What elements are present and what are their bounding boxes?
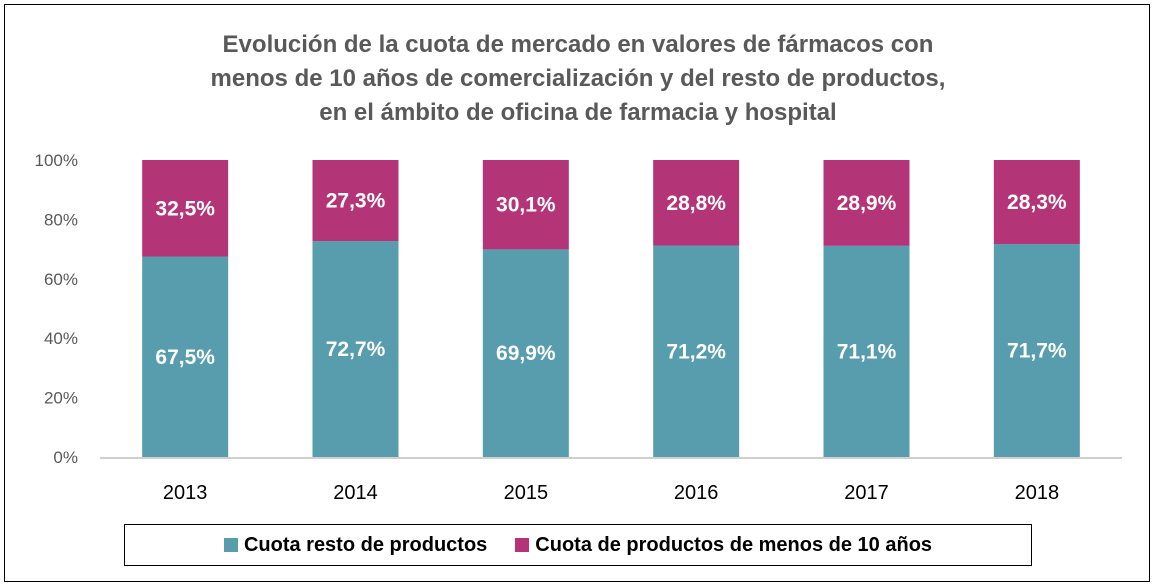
legend-label-resto: Cuota resto de productos <box>243 533 488 556</box>
y-tick-label: 20% <box>44 389 78 408</box>
y-tick-label: 60% <box>44 270 78 289</box>
x-category-label: 2017 <box>844 482 889 504</box>
legend-item-resto: Cuota resto de productos <box>223 533 488 557</box>
bar-segment-resto <box>142 256 229 457</box>
x-category-label: 2016 <box>674 482 719 504</box>
bar-segment-menos-10 <box>142 160 229 257</box>
y-tick-label: 100% <box>35 151 78 170</box>
data-label-resto: 71,1% <box>837 340 897 363</box>
stacked-bar-chart: 0% 20% 40% 60% 80% 100% 67,5% 32,5% 2013 72,7% 27,… <box>35 151 1122 504</box>
x-category-label: 2018 <box>1015 482 1060 504</box>
chart-title-line-2: menos de 10 años de comercialización y d… <box>210 65 946 92</box>
data-label-menos-10: 28,8% <box>666 192 726 215</box>
bar-segment-resto <box>653 245 740 457</box>
bar-segment-menos-10 <box>653 160 740 246</box>
legend-swatch-menos-10 <box>515 538 530 552</box>
bar-segment-menos-10 <box>482 160 569 250</box>
x-category-label: 2015 <box>504 482 549 504</box>
data-label-resto: 67,5% <box>155 346 215 369</box>
bar-segment-resto <box>823 245 910 457</box>
bar-segment-resto <box>993 244 1080 457</box>
legend-item-menos-10: Cuota de productos de menos de 10 años <box>515 534 932 557</box>
data-label-menos-10: 32,5% <box>155 197 215 220</box>
x-category-label: 2014 <box>333 482 378 504</box>
legend-label-menos-10: Cuota de productos de menos de 10 años <box>535 533 933 556</box>
data-label-menos-10: 30,1% <box>496 194 556 217</box>
x-category-label: 2013 <box>163 482 208 504</box>
data-label-menos-10: 28,3% <box>1007 191 1067 214</box>
chart-title-line-3: en el ámbito de oficina de farmacia y ho… <box>319 99 837 126</box>
bar-segment-menos-10 <box>993 160 1080 245</box>
data-label-resto: 71,7% <box>1007 340 1067 363</box>
bar-segment-menos-10 <box>823 160 910 246</box>
chart-title-line-1: Evolución de la cuota de mercado en valo… <box>222 31 934 58</box>
chart-title: Evolución de la cuota de mercado en valo… <box>0 28 1156 130</box>
y-tick-label: 80% <box>44 210 78 229</box>
legend-swatch-resto <box>223 538 238 552</box>
y-tick-label: 0% <box>53 448 78 467</box>
data-label-resto: 72,7% <box>326 338 386 361</box>
y-tick-label: 40% <box>44 329 78 348</box>
bar-segment-resto <box>482 249 569 457</box>
data-label-menos-10: 27,3% <box>326 190 386 213</box>
data-label-resto: 69,9% <box>496 342 556 365</box>
bar-segment-resto <box>312 241 399 457</box>
bar-segment-menos-10 <box>312 160 399 242</box>
data-label-resto: 71,2% <box>666 340 726 363</box>
legend: Cuota resto de productos Cuota de produc… <box>124 524 1032 566</box>
data-label-menos-10: 28,9% <box>837 192 897 215</box>
